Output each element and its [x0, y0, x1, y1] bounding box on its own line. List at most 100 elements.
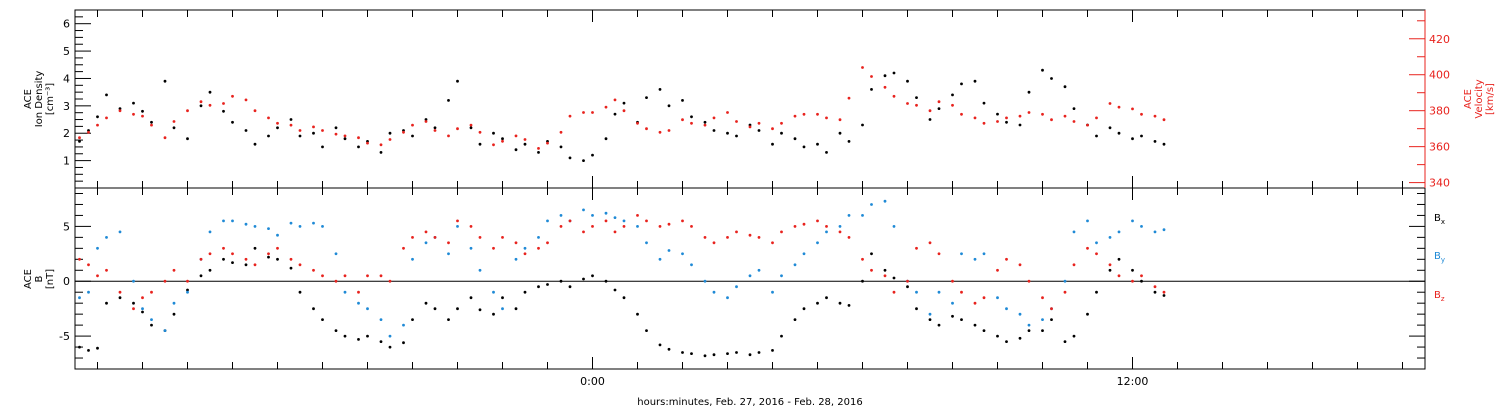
- density-point: [456, 79, 459, 83]
- density-point: [447, 99, 450, 102]
- bx-point: [604, 279, 608, 283]
- velocity-point: [712, 116, 716, 120]
- velocity-point: [208, 103, 212, 107]
- bx-point: [712, 353, 716, 357]
- density-point: [199, 104, 203, 108]
- velocity-axis-title-line: [km/s]: [1485, 83, 1496, 115]
- velocity-point: [343, 134, 347, 138]
- bx-point: [816, 301, 819, 305]
- velocity-series: [78, 66, 1166, 150]
- velocity-point: [1131, 107, 1134, 111]
- by-point: [1095, 241, 1098, 245]
- by-point: [267, 227, 270, 231]
- velocity-point: [537, 147, 540, 150]
- density-point: [334, 126, 338, 130]
- bz-point: [681, 219, 684, 223]
- by-point: [208, 230, 212, 234]
- density-point: [1153, 140, 1157, 143]
- density-point: [469, 126, 473, 130]
- bz-point: [298, 263, 302, 267]
- bz-point: [559, 225, 563, 228]
- bx-point: [87, 349, 90, 352]
- density-point: [388, 131, 392, 135]
- density-point: [780, 131, 783, 135]
- velocity-axis-title-line: Velocity: [1474, 79, 1485, 118]
- by-point: [712, 290, 716, 294]
- by-point: [321, 225, 324, 228]
- velocity-point: [447, 134, 450, 138]
- velocity-point: [1117, 105, 1121, 109]
- velocity-point: [388, 138, 392, 141]
- bz-point: [604, 219, 608, 223]
- bx-point: [456, 307, 459, 311]
- velocity-point: [334, 132, 338, 136]
- velocity-point: [690, 121, 693, 125]
- bx-point: [433, 307, 437, 311]
- velocity-point: [424, 120, 428, 123]
- bz-point: [816, 219, 819, 223]
- velocity-point: [1108, 102, 1112, 105]
- bz-point: [478, 236, 482, 239]
- bx-point: [1117, 257, 1121, 261]
- bx-point: [937, 323, 941, 327]
- by-point: [132, 279, 135, 283]
- by-point: [559, 214, 563, 217]
- density-point: [1131, 137, 1134, 141]
- velocity-point: [199, 100, 203, 104]
- bz-point: [118, 290, 122, 294]
- density-point: [568, 156, 572, 160]
- by-point: [523, 246, 527, 250]
- density-point: [960, 82, 963, 86]
- by-point: [1072, 230, 1076, 234]
- bz-point: [447, 241, 450, 245]
- density-point: [298, 134, 302, 138]
- legend-label: B: [1434, 290, 1441, 301]
- density-axis-title-line: ACE: [23, 89, 34, 109]
- bz-point: [622, 225, 626, 228]
- velocity-point: [892, 94, 896, 98]
- bx-point: [780, 334, 783, 338]
- velocity-point: [87, 130, 90, 134]
- velocity-point: [312, 125, 315, 129]
- bz-point: [1095, 252, 1098, 256]
- bz-point: [1041, 296, 1044, 300]
- velocity-point: [757, 121, 761, 125]
- velocity-point: [231, 94, 234, 98]
- bx-point: [388, 345, 392, 349]
- density-point: [681, 99, 684, 102]
- bz-point: [1072, 263, 1076, 267]
- density-point: [267, 134, 270, 138]
- density-point: [1117, 131, 1121, 135]
- bx-point: [771, 349, 774, 352]
- bx-point: [231, 261, 234, 264]
- bz-point: [411, 236, 414, 239]
- by-point: [883, 199, 887, 203]
- velocity-point: [1005, 116, 1008, 120]
- density-point: [915, 96, 918, 99]
- velocity-point: [870, 75, 873, 78]
- density-point: [411, 134, 414, 138]
- bz-point: [667, 222, 671, 226]
- bx-point: [105, 301, 108, 305]
- bz-point: [1027, 279, 1031, 283]
- density-point: [982, 101, 986, 105]
- velocity-point: [928, 109, 932, 113]
- bx-point: [973, 323, 977, 327]
- velocity-point: [289, 123, 293, 127]
- by-point: [1153, 230, 1157, 234]
- velocity-point: [379, 143, 383, 147]
- axis-labels: 1 2 3 4 5 6 340 360 380 400 420 -5 0 5 0:00 12:00 hours:…: [23, 18, 1496, 408]
- by-point: [118, 230, 122, 234]
- velocity-point: [726, 111, 729, 114]
- velocity-point: [735, 120, 738, 123]
- bx-point: [312, 307, 315, 311]
- velocity-point: [973, 116, 977, 120]
- density-point: [816, 142, 819, 146]
- bx-point: [1095, 290, 1098, 294]
- density-point: [253, 142, 257, 146]
- velocity-point: [861, 66, 864, 69]
- bz-point: [568, 219, 572, 223]
- by-point: [1041, 318, 1044, 321]
- by-point: [870, 203, 873, 206]
- bz-point: [1140, 274, 1143, 278]
